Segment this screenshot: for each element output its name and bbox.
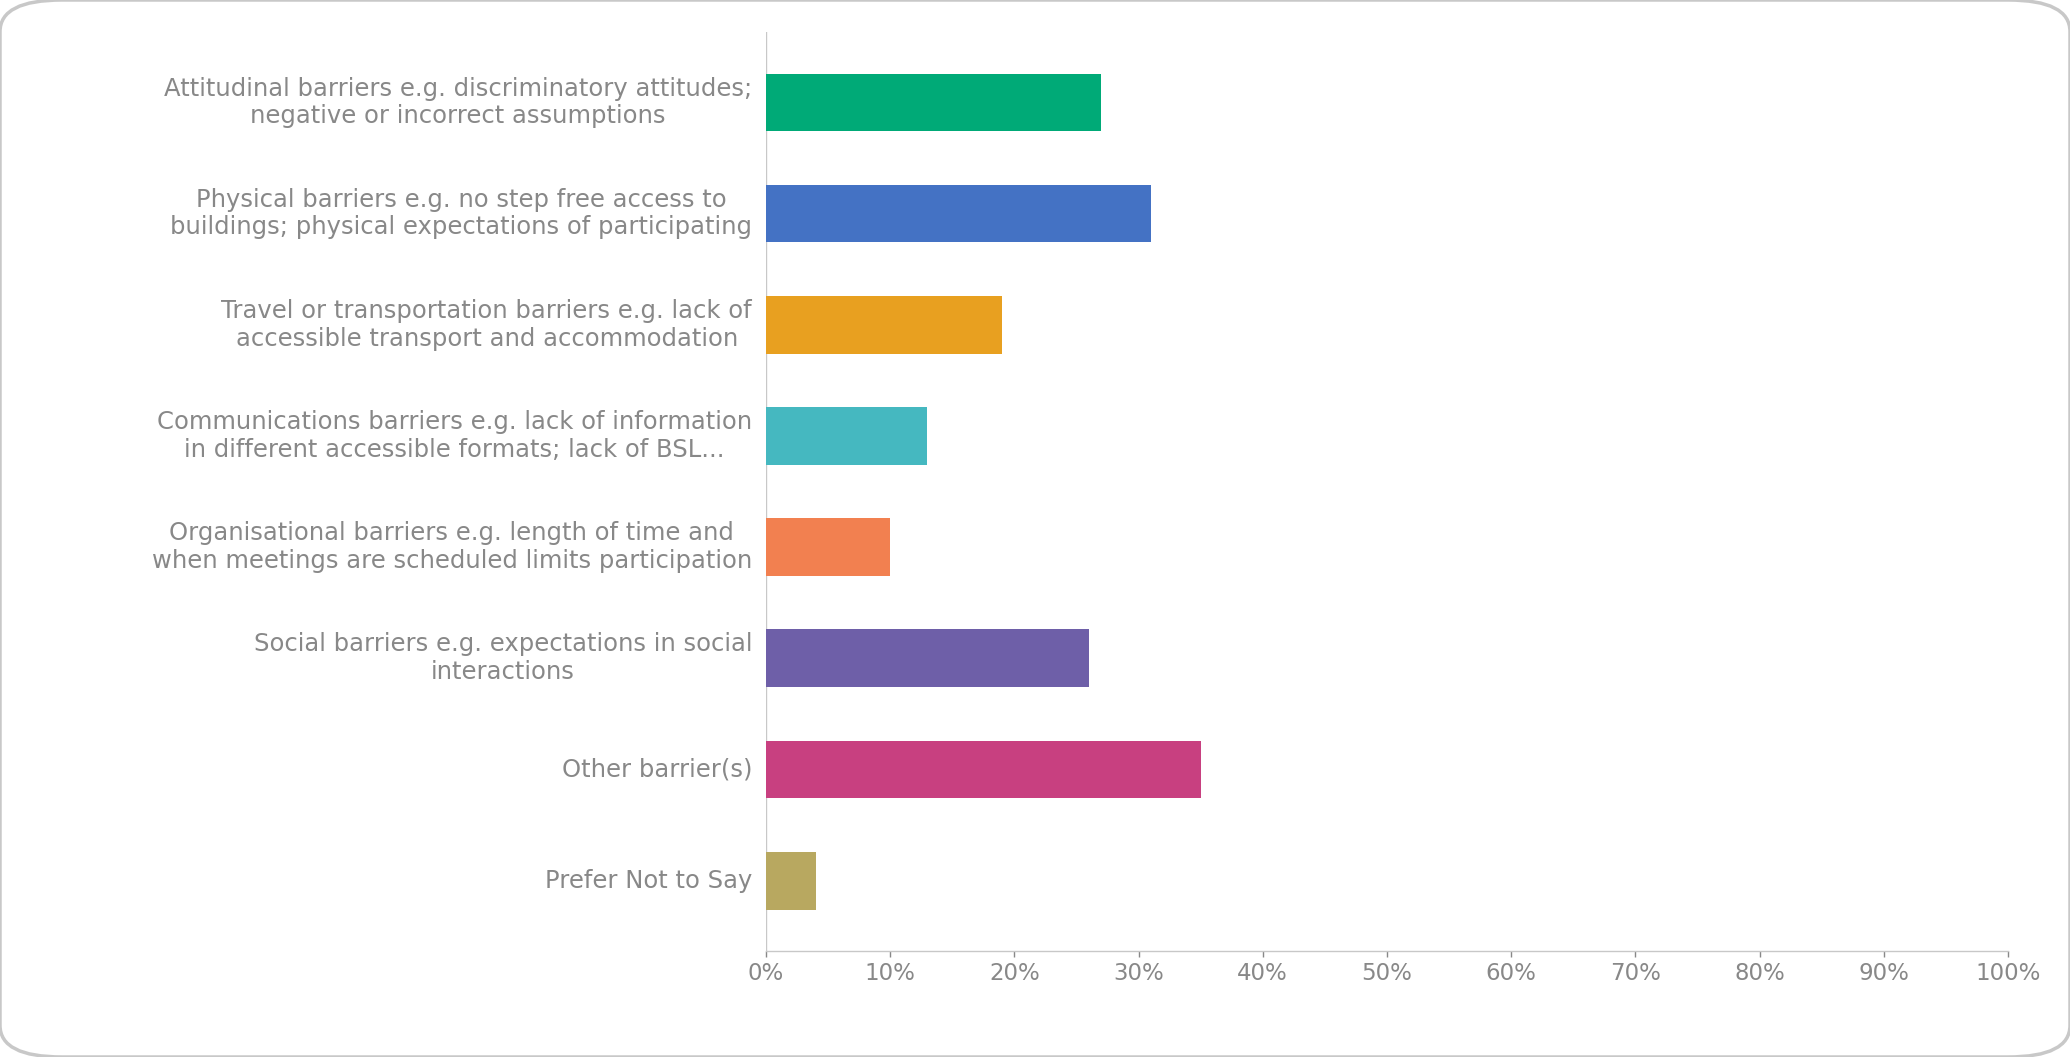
Bar: [766, 852, 816, 909]
Bar: [766, 629, 1089, 687]
Bar: [766, 741, 1201, 798]
Bar: [766, 74, 1101, 131]
Bar: [766, 185, 1151, 242]
Bar: [766, 407, 927, 465]
Bar: [766, 296, 1002, 354]
Bar: [766, 518, 890, 576]
